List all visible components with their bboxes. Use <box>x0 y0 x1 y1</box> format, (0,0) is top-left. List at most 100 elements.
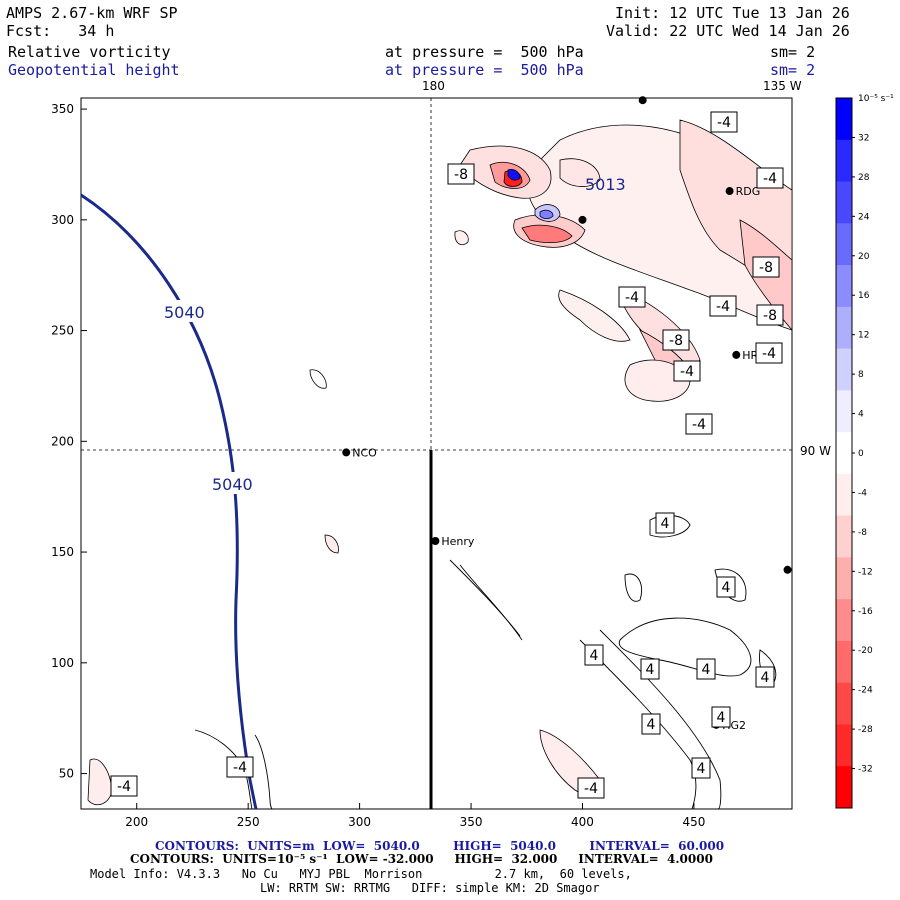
station-dot <box>578 215 587 224</box>
contour-label: 4 <box>697 761 706 777</box>
model-title: AMPS 2.67-km WRF SP <box>6 4 178 22</box>
colorbar-unit: 10⁻⁵ s⁻¹ <box>858 94 894 104</box>
height-label-3: 5013 <box>585 175 626 194</box>
contour-label: -4 <box>625 290 639 306</box>
contour-label-box <box>584 644 604 666</box>
colorbar-swatch <box>836 98 852 141</box>
contour-label: -8 <box>759 260 773 276</box>
contour-label-box <box>655 512 675 534</box>
contour-label-box <box>640 658 660 680</box>
footer-vort-contours-text: CONTOURS: UNITS=10⁻⁵ s⁻¹ LOW= -32.000 HI… <box>130 852 713 866</box>
contour-label: -8 <box>763 308 777 324</box>
contour-label-box <box>755 342 783 364</box>
contour-label: 4 <box>661 516 670 532</box>
contour-label: -4 <box>717 115 731 131</box>
contour-label-box <box>709 295 737 317</box>
contour-label-box <box>755 666 775 688</box>
y-tick-label: 350 <box>51 102 74 116</box>
contour-label: -4 <box>233 760 247 776</box>
valid-time: Valid: 22 UTC Wed 14 Jan 26 <box>606 22 850 40</box>
colorbar-tick-label: -8 <box>858 528 867 538</box>
colorbar-swatch <box>836 515 852 558</box>
colorbar-swatch <box>836 724 852 767</box>
contour-label-box <box>641 713 661 735</box>
footer-model-info: Model Info: V4.3.3 No Cu MYJ PBL Morriso… <box>90 867 632 881</box>
vorticity-contour-labels: -8 -4 -8 -4 -4 -8 -8 -4 -4 -4 -4 -4 4 4 4 4 4 4 4 4 4 -4 -4 <box>110 111 784 799</box>
colorbar-swatch <box>836 640 852 684</box>
colorbar-tick-label: -28 <box>858 725 873 735</box>
colorbar-tick-label: 16 <box>858 291 870 301</box>
y-tick-label: 250 <box>51 324 74 338</box>
contour-label: -8 <box>669 333 683 349</box>
colorbar-swatch <box>836 432 852 475</box>
station-dot <box>431 536 440 545</box>
contour-label-box <box>696 658 716 680</box>
station-label-henry: Henry <box>441 535 475 548</box>
y-axis-ticks: 350 300 250 200 150 100 50 <box>51 102 87 781</box>
height-label-bg-1 <box>160 300 212 322</box>
x-tick-label: 450 <box>682 815 705 829</box>
contour-label: 4 <box>590 648 599 664</box>
contour-label-box <box>756 167 784 189</box>
contour-label: -4 <box>680 364 694 380</box>
colorbar-tick-label: 0 <box>858 449 864 459</box>
contour-label-box <box>691 757 711 779</box>
colorbar-swatch <box>836 223 852 266</box>
field1-smoothing: sm= 2 <box>770 43 816 61</box>
x-tick-label: 200 <box>125 815 148 829</box>
footer-height-contours-text: CONTOURS: UNITS=m LOW= 5040.0 HIGH= 5040… <box>155 839 725 853</box>
contour-label: -4 <box>763 171 777 187</box>
contour-label-box <box>447 163 475 185</box>
colorbar-swatch <box>836 473 852 517</box>
contour-label-box <box>110 775 138 797</box>
y-tick-label: 100 <box>51 656 74 670</box>
colorbar-tick-label: -32 <box>858 765 873 775</box>
colorbar-tick-label: 8 <box>858 370 864 380</box>
x-tick-label: 350 <box>460 815 483 829</box>
y-tick-label: 300 <box>51 213 74 227</box>
colorbar-tick-label: 20 <box>858 252 870 262</box>
y-tick-label: 50 <box>59 767 74 781</box>
positive-vorticity-contours <box>194 514 777 809</box>
station-dot <box>732 350 741 359</box>
colorbar-swatch <box>836 557 852 600</box>
colorbar-swatch <box>836 599 852 642</box>
lon-label-90w: 90 W <box>800 444 831 458</box>
contour-label-box <box>711 706 731 728</box>
field2-level: at pressure = 500 hPa <box>385 61 584 79</box>
colorbar-tick-label: -12 <box>858 567 873 577</box>
contour-label-box <box>716 576 736 598</box>
field1-level: at pressure = 500 hPa <box>385 43 584 61</box>
lon-label-180: 180 <box>422 79 445 93</box>
contour-label: 4 <box>647 717 656 733</box>
station-dot <box>725 187 734 196</box>
field2-name: Geopotential height <box>8 61 180 79</box>
contour-label: -4 <box>692 417 706 433</box>
contour-label-box <box>662 329 690 351</box>
colorbar-tick-label: 4 <box>858 410 864 420</box>
contour-label: -8 <box>454 167 468 183</box>
station-dot <box>783 565 792 574</box>
vorticity-shading <box>454 119 792 402</box>
lon-label-135w: 135 W <box>763 79 802 93</box>
field1-name: Relative vorticity <box>8 43 171 61</box>
forecast-hour: Fcst: 34 h <box>6 22 115 40</box>
init-time: Init: 12 UTC Tue 13 Jan 26 <box>615 4 850 22</box>
station-label-rdg: RDG <box>736 185 761 198</box>
contour-label: 4 <box>646 662 655 678</box>
colorbar-tick-label: -24 <box>858 686 873 696</box>
contour-label-box <box>756 304 784 326</box>
contour-label: -4 <box>716 299 730 315</box>
contour-label: -4 <box>584 781 598 797</box>
station-label-nco: NCO <box>352 446 377 459</box>
contour-label-box <box>618 286 646 308</box>
contour-label-box <box>577 777 605 799</box>
contour-label-box <box>685 413 713 435</box>
colorbar-tick-label: 28 <box>858 173 870 183</box>
contour-label: 4 <box>717 710 726 726</box>
contour-label: -4 <box>762 346 776 362</box>
x-tick-label: 400 <box>571 815 594 829</box>
contour-label-box <box>710 111 738 133</box>
colorbar-swatch <box>836 181 852 224</box>
